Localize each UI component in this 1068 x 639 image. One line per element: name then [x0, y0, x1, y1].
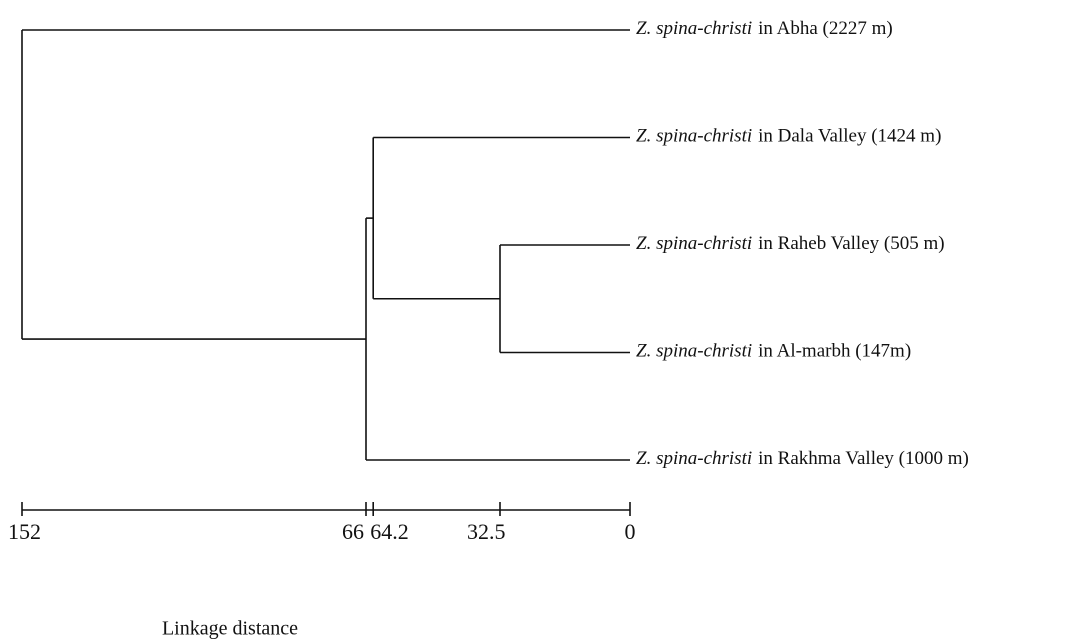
x-tick-label: 0 — [625, 519, 636, 544]
leaf-label: Z. spina-christi in Abha (2227 m) — [636, 18, 893, 39]
leaf-label: Z. spina-christi in Dala Valley (1424 m) — [636, 126, 941, 147]
x-tick-label: 66 — [342, 519, 364, 544]
leaf-label: Z. spina-christi in Al-marbh (147m) — [636, 341, 911, 362]
leaf-species: Z. spina-christi — [636, 341, 752, 362]
leaf-locality: in Abha (2227 m) — [758, 18, 893, 39]
leaf-species: Z. spina-christi — [636, 233, 752, 254]
leaf-locality: in Rakhma Valley (1000 m) — [758, 448, 969, 469]
leaf-label: Z. spina-christi in Raheb Valley (505 m) — [636, 233, 945, 254]
leaf-label: Z. spina-christi in Rakhma Valley (1000 m… — [636, 448, 969, 469]
x-tick-label: 64.2 — [370, 519, 409, 544]
leaf-locality: in Raheb Valley (505 m) — [758, 233, 944, 254]
x-tick-label: 152 — [8, 519, 41, 544]
leaf-species: Z. spina-christi — [636, 18, 752, 39]
leaf-locality: in Dala Valley (1424 m) — [758, 126, 941, 147]
leaf-locality: in Al-marbh (147m) — [758, 341, 911, 362]
leaf-species: Z. spina-christi — [636, 448, 752, 469]
leaf-species: Z. spina-christi — [636, 126, 752, 147]
x-axis-label: Linkage distance — [162, 618, 298, 639]
x-tick-label: 32.5 — [467, 519, 506, 544]
